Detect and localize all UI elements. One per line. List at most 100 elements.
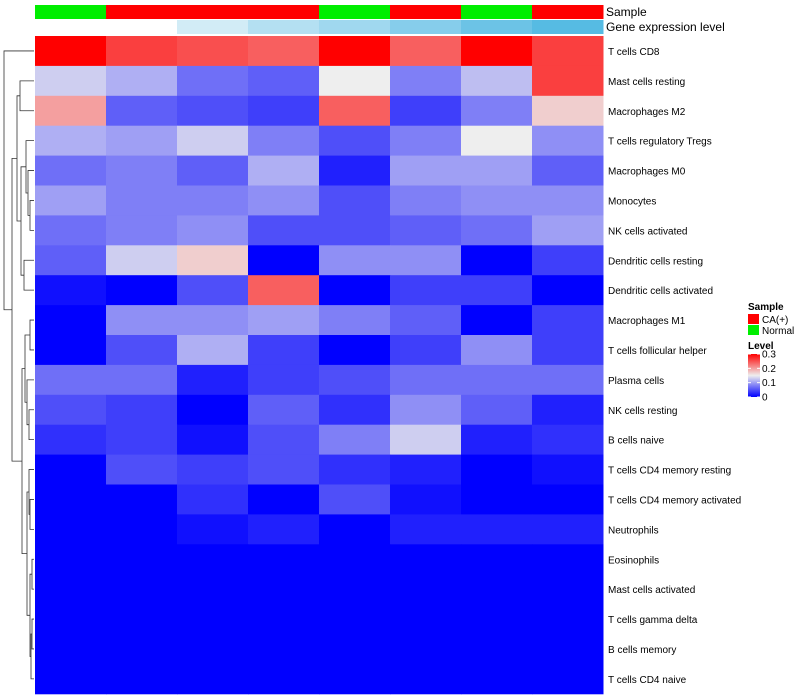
heatmap-cell bbox=[35, 95, 107, 127]
heatmap-cell bbox=[177, 454, 249, 485]
row-label: Macrophages M2 bbox=[608, 107, 686, 118]
heatmap-cell bbox=[248, 125, 320, 157]
row-label: B cells memory bbox=[608, 645, 676, 656]
sample-annotation-cell bbox=[319, 5, 391, 19]
dendrogram-branch bbox=[3, 50, 34, 311]
heatmap-cell bbox=[177, 604, 249, 635]
heatmap-cell bbox=[248, 484, 320, 515]
row-label: Macrophages M1 bbox=[608, 316, 686, 327]
heatmap-cell bbox=[248, 424, 320, 456]
heatmap-cell bbox=[35, 36, 107, 67]
heatmap-cell bbox=[319, 663, 391, 695]
heatmap-cell bbox=[532, 185, 604, 216]
heatmap-cell bbox=[461, 634, 533, 665]
heatmap-cell bbox=[106, 364, 178, 396]
heatmap-cell bbox=[319, 305, 391, 336]
heatmap-cell bbox=[35, 65, 107, 97]
heatmap-cell bbox=[177, 364, 249, 396]
heatmap-cell bbox=[319, 215, 391, 246]
heatmap-cell bbox=[532, 454, 604, 485]
sample-annotation-cell bbox=[106, 5, 178, 19]
heatmap-cell bbox=[461, 245, 533, 276]
heatmap-cell bbox=[248, 65, 320, 97]
sample-annotation-cell bbox=[248, 5, 320, 19]
heatmap-cell bbox=[177, 634, 249, 665]
heatmap-cell bbox=[390, 215, 462, 246]
heatmap-cell bbox=[319, 514, 391, 545]
heatmap-cell bbox=[106, 454, 178, 485]
heatmap-cell bbox=[248, 574, 320, 605]
heatmap-cell bbox=[106, 36, 178, 67]
heatmap-cell bbox=[319, 634, 391, 665]
heatmap-cell bbox=[461, 305, 533, 336]
legend-sample-label: Normal bbox=[762, 326, 794, 337]
expression-annotation-cell bbox=[390, 20, 462, 34]
heatmap-cell bbox=[106, 125, 178, 157]
heatmap-cell bbox=[319, 574, 391, 605]
heatmap-cell bbox=[35, 155, 107, 186]
heatmap-cell bbox=[532, 155, 604, 186]
heatmap-cell bbox=[106, 604, 178, 635]
heatmap-cell bbox=[177, 305, 249, 336]
heatmap-cell bbox=[35, 574, 107, 605]
row-label: Dendritic cells resting bbox=[608, 256, 703, 267]
legend-level-label: 0.1 bbox=[762, 378, 776, 389]
dendrogram-branch bbox=[23, 259, 34, 291]
dendrogram-branch bbox=[21, 368, 27, 555]
heatmap-cell bbox=[248, 155, 320, 186]
row-label: Monocytes bbox=[608, 196, 656, 207]
heatmap-cell bbox=[177, 36, 249, 67]
heatmap-cell bbox=[319, 454, 391, 485]
heatmap-cell bbox=[390, 65, 462, 97]
dendrogram-branch bbox=[16, 95, 21, 222]
row-label: Neutrophils bbox=[608, 525, 659, 536]
heatmap-cell bbox=[461, 185, 533, 216]
heatmap-cell bbox=[248, 215, 320, 246]
expression-annotation-cell bbox=[461, 20, 533, 34]
heatmap-cell bbox=[248, 663, 320, 695]
row-label: Mast cells resting bbox=[608, 77, 685, 88]
heatmap-cell bbox=[248, 394, 320, 426]
dendrogram-branch bbox=[20, 166, 26, 276]
sample-annotation-cell bbox=[532, 5, 604, 19]
dendrogram-branch bbox=[29, 200, 34, 231]
heatmap-cell bbox=[177, 574, 249, 605]
heatmap-cell bbox=[390, 454, 462, 485]
row-label: T cells follicular helper bbox=[608, 346, 707, 357]
heatmap-cell bbox=[461, 574, 533, 605]
heatmap-cell bbox=[35, 544, 107, 575]
heatmap-cell bbox=[35, 305, 107, 336]
heatmap-cell bbox=[35, 604, 107, 635]
heatmap-cell bbox=[106, 185, 178, 216]
heatmap-cell bbox=[248, 514, 320, 545]
heatmap-cell bbox=[35, 663, 107, 695]
heatmap-cell bbox=[532, 335, 604, 366]
heatmap-cell bbox=[106, 544, 178, 575]
heatmap-cell bbox=[461, 155, 533, 186]
heatmap-cell bbox=[248, 305, 320, 336]
heatmap-cell bbox=[461, 514, 533, 545]
heatmap-cell bbox=[532, 663, 604, 695]
expression-annotation-bar bbox=[35, 20, 604, 34]
heatmap-cell bbox=[461, 95, 533, 127]
legend-level-ticks: 0.3 0.2 0.1 0 bbox=[748, 350, 776, 404]
heatmap-cell bbox=[248, 36, 320, 67]
heatmap-cell bbox=[106, 215, 178, 246]
heatmap-cell bbox=[106, 95, 178, 127]
heatmap-cell bbox=[461, 65, 533, 97]
heatmap-cell bbox=[532, 424, 604, 456]
heatmap-cell bbox=[532, 604, 604, 635]
heatmap-cell bbox=[177, 484, 249, 515]
heatmap-cell bbox=[35, 275, 107, 306]
expression-annotation-label: Gene expression level bbox=[606, 20, 725, 34]
legend-sample-swatch bbox=[748, 325, 759, 335]
row-label: Macrophages M0 bbox=[608, 167, 686, 178]
heatmap-cell bbox=[390, 335, 462, 366]
heatmap-cell bbox=[390, 424, 462, 456]
heatmap-cell bbox=[390, 544, 462, 575]
dendrogram-branch bbox=[19, 80, 34, 112]
dendrogram-branch bbox=[26, 379, 34, 426]
sample-annotation-cell bbox=[390, 5, 462, 19]
row-labels: T cells CD8 Mast cells resting Macrophages… bbox=[608, 47, 741, 686]
